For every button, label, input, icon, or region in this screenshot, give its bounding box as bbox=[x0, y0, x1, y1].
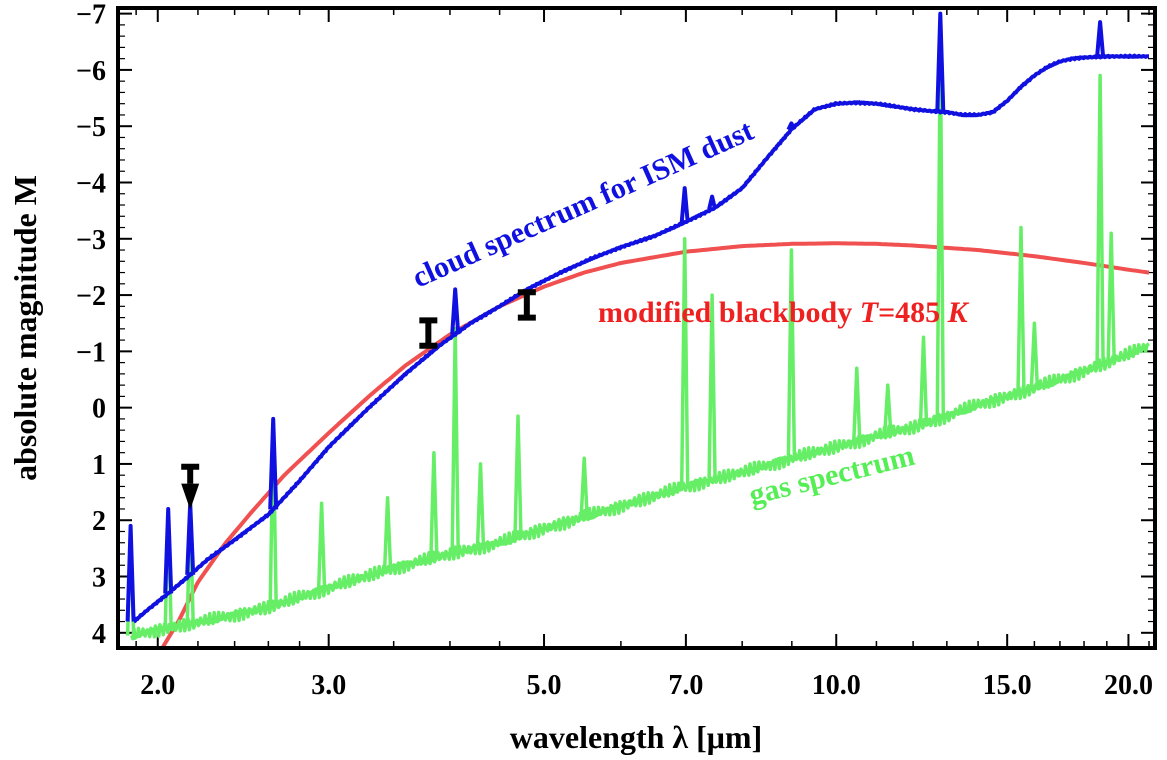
y-tick-label: 3 bbox=[92, 563, 106, 594]
x-tick-label: 10.0 bbox=[812, 670, 861, 701]
y-tick-label: 1 bbox=[92, 450, 106, 481]
gas-spectrum-line bbox=[125, 34, 1150, 641]
upper-limit-arrow bbox=[181, 483, 200, 510]
x-axis-label: wavelength λ [μm] bbox=[510, 719, 762, 755]
y-tick-label: −1 bbox=[76, 337, 106, 368]
cloud-spectrum-annotation: cloud spectrum for ISM dust bbox=[407, 114, 758, 294]
blackbody-annotation: modified blackbody T=485 K bbox=[598, 296, 970, 329]
blackbody-annotation-t: T bbox=[860, 296, 880, 329]
x-tick-label: 20.0 bbox=[1104, 670, 1153, 701]
y-tick-label: 2 bbox=[92, 506, 106, 537]
x-tick-labels: 2.0 3.0 5.0 7.0 10.0 15.0 20.0 bbox=[140, 670, 1153, 701]
y-axis-label: absolute magnitude M bbox=[7, 175, 43, 481]
y-tick-label: −7 bbox=[76, 0, 106, 31]
x-tick-label: 5.0 bbox=[527, 670, 562, 701]
blackbody-curve bbox=[159, 241, 1150, 648]
blackbody-annotation-k: K bbox=[947, 296, 970, 329]
y-tick-label: 4 bbox=[92, 619, 106, 650]
plot-frame bbox=[116, 6, 1157, 650]
x-tick-label: 7.0 bbox=[668, 670, 703, 701]
y-tick-label: −2 bbox=[76, 281, 106, 312]
x-tick-label: 15.0 bbox=[983, 670, 1032, 701]
y-tick-labels: −7 −6 −5 −4 −3 −2 −1 0 1 2 3 4 bbox=[76, 0, 106, 650]
x-tick-label: 2.0 bbox=[140, 670, 175, 701]
observation-markers bbox=[181, 289, 536, 510]
y-tick-label: −4 bbox=[76, 168, 106, 199]
y-tick-label: −3 bbox=[76, 225, 106, 256]
blackbody-annotation-eq: =485 bbox=[878, 296, 948, 329]
y-tick-label: −6 bbox=[76, 56, 106, 87]
x-tick-label: 3.0 bbox=[311, 670, 346, 701]
y-tick-label: 0 bbox=[92, 394, 106, 425]
blackbody-annotation-prefix: modified blackbody bbox=[598, 296, 860, 329]
y-tick-label: −5 bbox=[76, 112, 106, 143]
